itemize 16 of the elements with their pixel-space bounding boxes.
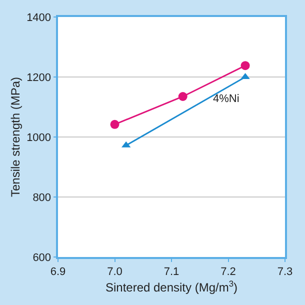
y-axis-title: Tensile strength (MPa) [8,76,22,198]
point [110,120,120,129]
x-axis-title: Sintered density (Mg/m$^{3}$) [105,278,238,294]
x-tick-label: 7.0 [107,266,122,278]
series-label: 4%Ni [213,93,240,105]
y-tick-label: 600 [32,252,52,264]
y-tick-label: 1400 [26,12,52,24]
y-tick-label: 1200 [26,72,52,84]
x-tick-label: 7.3 [277,266,293,278]
x-tick-label: 7.1 [164,266,180,278]
x-tick-label: 6.9 [50,266,66,278]
point [240,61,250,70]
point [178,92,188,101]
y-tick-label: 1000 [26,132,52,144]
x-tick-label: 7.2 [220,266,236,278]
y-tick-label: 800 [32,192,52,204]
